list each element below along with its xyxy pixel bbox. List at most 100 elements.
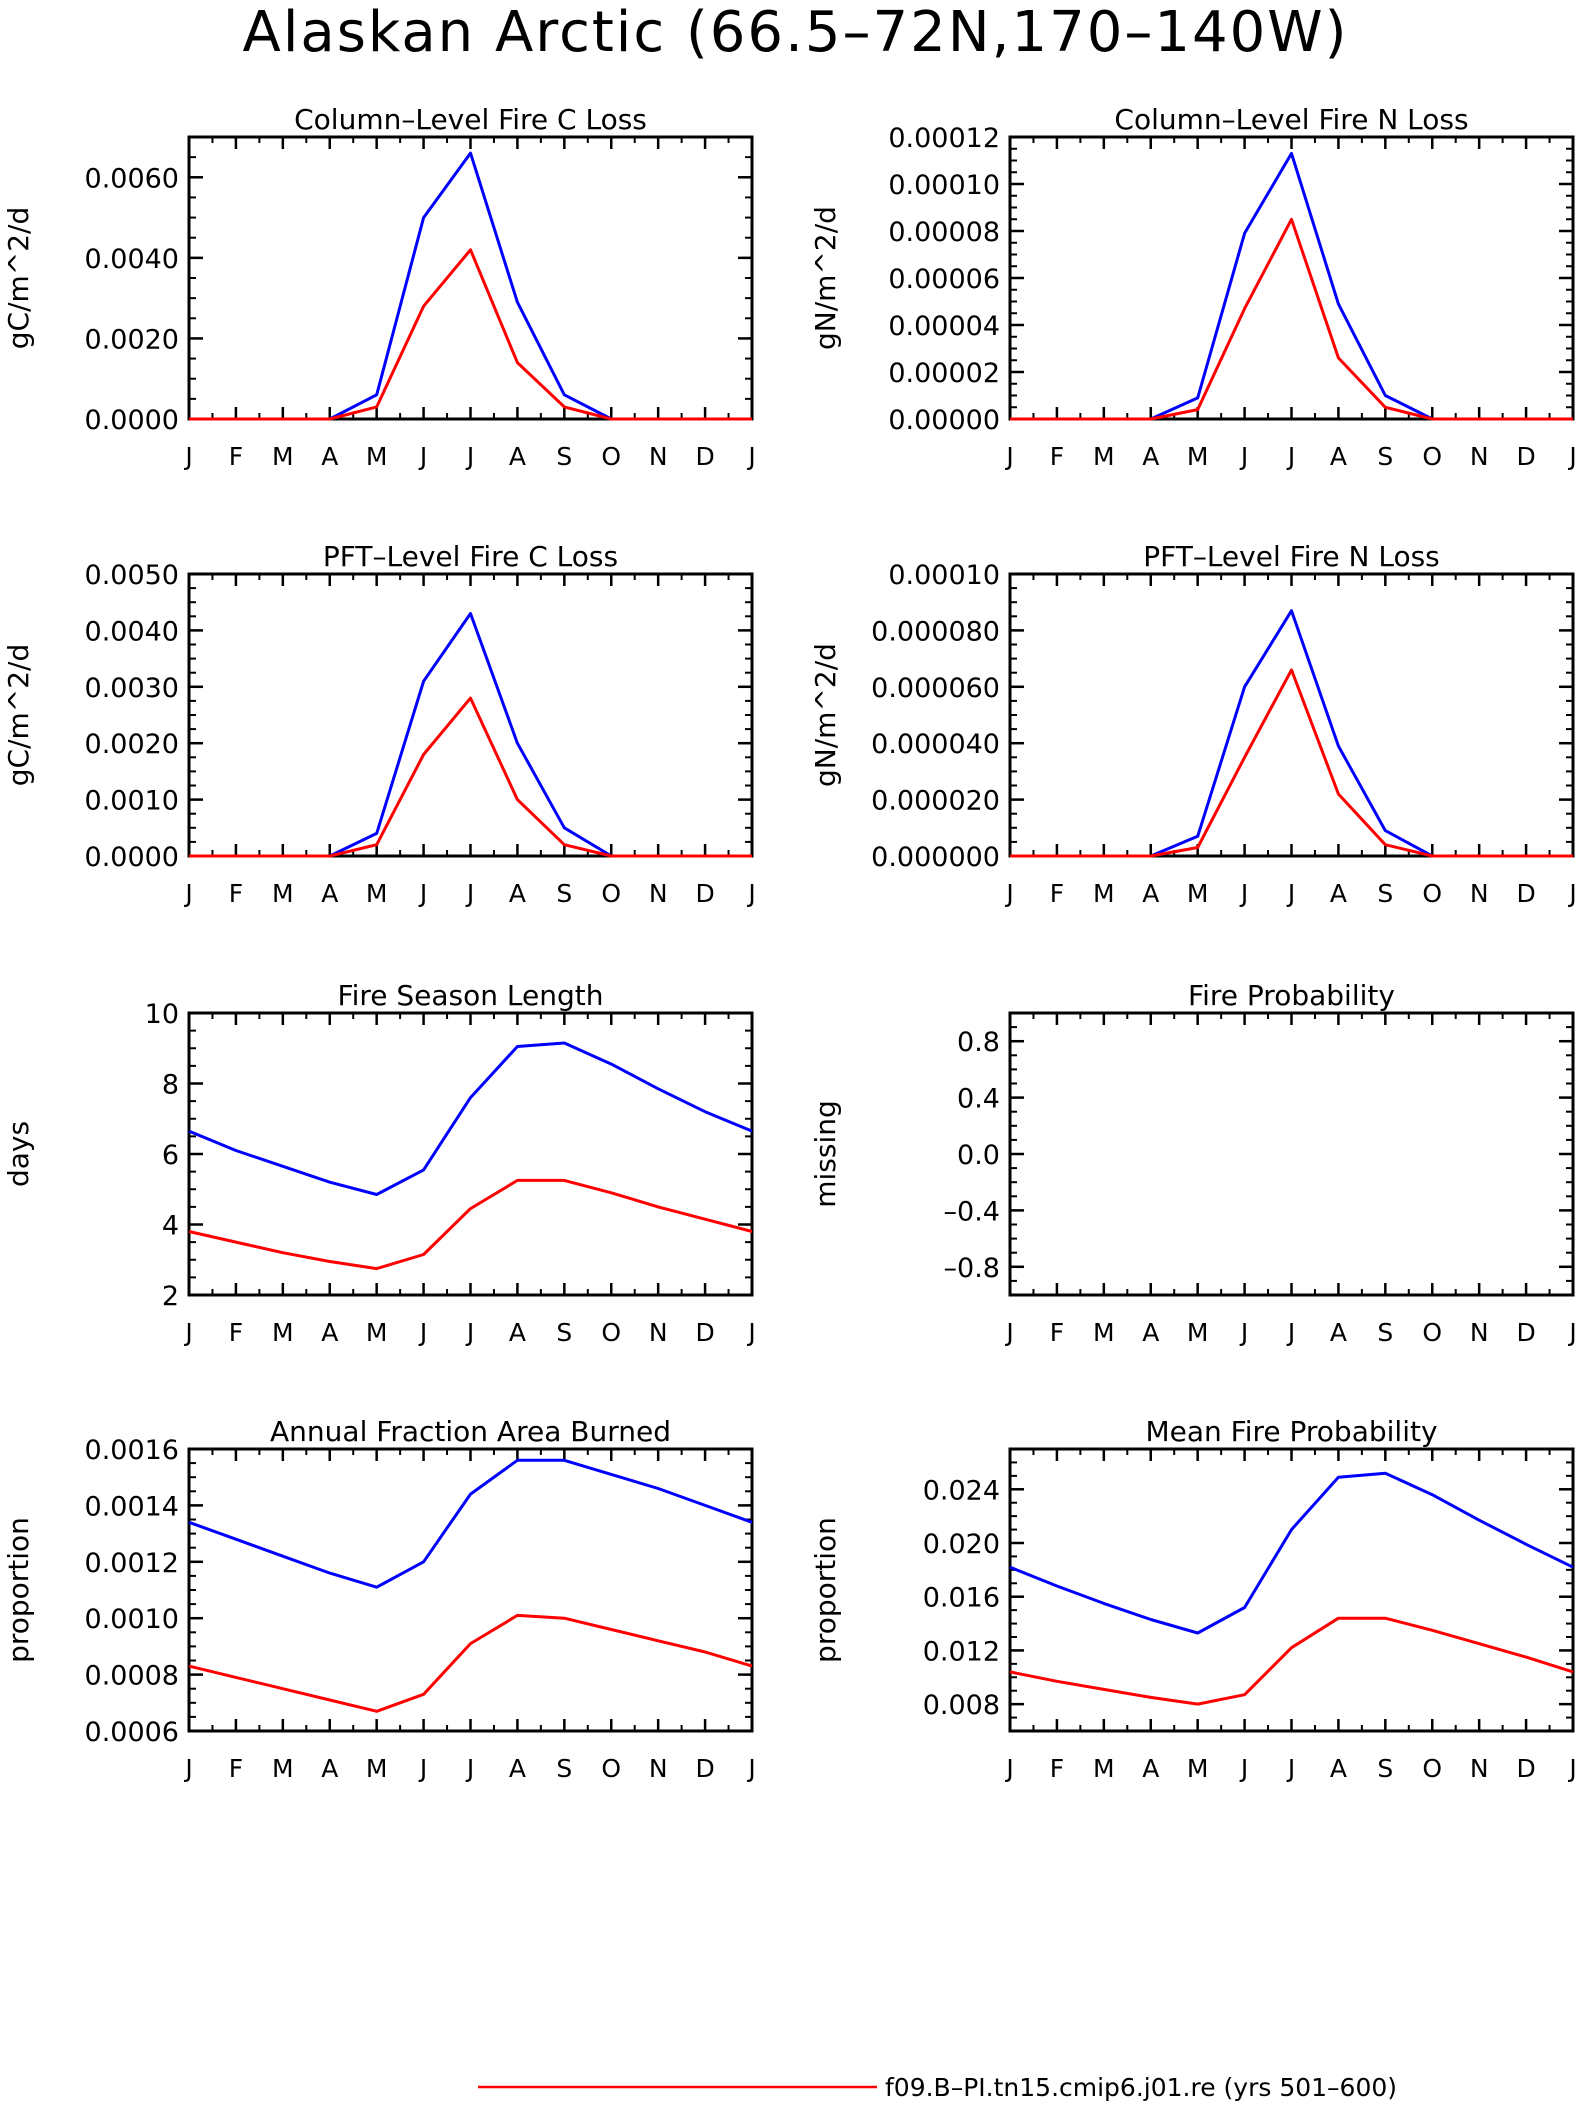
x-tick-label: S: [556, 1754, 572, 1783]
x-tick-label: A: [321, 1754, 338, 1783]
x-tick-label: J: [465, 1318, 474, 1347]
y-tick-label: 0.000000: [871, 842, 1000, 873]
plot-frame: [187, 1011, 754, 1297]
chart-panel-8: J F M A M J J A S O N D J0.0080.0120.0160.0200.024Me…: [809, 1415, 1577, 1783]
y-tick-label: 0.000040: [871, 729, 1000, 760]
x-tick-label: S: [556, 1318, 572, 1347]
x-tick-label: J: [1239, 879, 1248, 908]
y-axis-label: days: [2, 1121, 35, 1187]
x-tick-label: F: [229, 442, 243, 471]
x-tick-label: N: [649, 442, 668, 471]
x-tick-label: J: [1286, 879, 1295, 908]
x-tick-label: J: [465, 879, 474, 908]
x-tick-label: N: [1470, 1318, 1489, 1347]
x-tick-label: J: [183, 1318, 192, 1347]
chart-panel-4: J F M A M J J A S O N D J0.0000000.0000200.0000400.0…: [809, 540, 1577, 908]
legend: f09.B–PI.tn15.cmip6.j01.re (yrs 501–600): [478, 2073, 1397, 2102]
x-tick-label: J: [465, 442, 474, 471]
chart-panel-3: J F M A M J J A S O N D J0.00000.00100.00200.00300.0…: [2, 540, 756, 908]
y-axis-label: gN/m^2/d: [809, 643, 842, 787]
x-tick-label: D: [695, 1318, 714, 1347]
x-tick-label: M: [1187, 1318, 1209, 1347]
x-tick-label: A: [1330, 1318, 1347, 1347]
x-tick-label: F: [229, 879, 243, 908]
x-tick-label: J: [1286, 442, 1295, 471]
y-tick-label: 0.0040: [85, 244, 179, 275]
y-tick-label: 6: [162, 1140, 179, 1171]
x-tick-label: J: [1239, 1318, 1248, 1347]
y-tick-label: 0.016: [923, 1583, 1000, 1614]
x-tick-label: O: [601, 879, 621, 908]
y-tick-label: 0.000020: [871, 786, 1000, 817]
series-line-1: [189, 151, 752, 421]
x-tick-label: A: [321, 442, 338, 471]
plot-frame: [1008, 572, 1575, 858]
y-tick-label: 0.0016: [85, 1435, 179, 1466]
y-tick-label: 0.0010: [85, 1604, 179, 1635]
y-tick-label: 0.0010: [85, 786, 179, 817]
series-line-2: [1010, 668, 1573, 858]
chart-title: PFT–Level Fire N Loss: [1143, 540, 1440, 573]
x-tick-label: M: [1093, 442, 1115, 471]
x-tick-label: D: [695, 879, 714, 908]
series-line-1: [188, 1458, 753, 1589]
chart-title: PFT–Level Fire C Loss: [323, 540, 618, 573]
x-tick-label: M: [1187, 442, 1209, 471]
series-line-1: [1010, 151, 1573, 421]
y-tick-label: 0.00008: [888, 217, 1000, 248]
y-tick-label: 0.00010: [888, 170, 1000, 201]
x-tick-label: A: [509, 1318, 526, 1347]
x-tick-label: S: [556, 879, 572, 908]
x-tick-label: M: [272, 1318, 294, 1347]
legend-label: f09.B–PI.tn15.cmip6.j01.re (yrs 501–600): [885, 2073, 1397, 2102]
x-tick-label: J: [746, 1318, 755, 1347]
figure-title: Alaskan Arctic (66.5–72N,170–140W): [242, 0, 1349, 65]
x-tick-label: F: [1050, 1318, 1064, 1347]
y-axis-label: gN/m^2/d: [809, 206, 842, 350]
x-tick-label: O: [1422, 1318, 1442, 1347]
y-tick-label: 0.0000: [85, 405, 179, 436]
x-tick-label: A: [509, 442, 526, 471]
x-tick-label: M: [272, 1754, 294, 1783]
x-tick-label: F: [1050, 442, 1064, 471]
chart-panel-1: J F M A M J J A S O N D J0.00000.00200.00400.0060Col…: [2, 103, 756, 471]
y-axis-label: gC/m^2/d: [2, 207, 35, 350]
x-tick-label: F: [229, 1318, 243, 1347]
x-tick-label: J: [1239, 1754, 1248, 1783]
x-tick-label: J: [418, 879, 427, 908]
y-tick-label: 0.024: [923, 1475, 1000, 1506]
x-tick-label: J: [418, 1754, 427, 1783]
x-tick-label: J: [183, 879, 192, 908]
y-tick-label: 0.0008: [85, 1661, 179, 1692]
chart-title: Fire Probability: [1188, 979, 1395, 1012]
x-tick-label: J: [183, 1754, 192, 1783]
y-tick-label: 0.0000: [85, 842, 179, 873]
series-line-2: [189, 696, 752, 858]
x-tick-label: M: [1093, 879, 1115, 908]
series-line-1: [1010, 609, 1573, 858]
y-tick-label: 0.00004: [888, 311, 1000, 342]
x-tick-label: J: [418, 442, 427, 471]
x-tick-label: M: [1093, 1754, 1115, 1783]
x-tick-label: A: [321, 1318, 338, 1347]
y-tick-label: 0.0: [957, 1140, 1000, 1171]
chart-title: Column–Level Fire C Loss: [294, 103, 647, 136]
x-tick-label: O: [1422, 1754, 1442, 1783]
y-tick-label: 0.0012: [85, 1548, 179, 1579]
x-tick-label: A: [321, 879, 338, 908]
x-tick-label: J: [1239, 442, 1248, 471]
y-axis-label: missing: [809, 1100, 842, 1208]
plot-frame: [1008, 1011, 1575, 1297]
x-tick-label: J: [1567, 879, 1576, 908]
series-line-1: [189, 612, 752, 858]
x-tick-label: M: [1187, 1754, 1209, 1783]
x-tick-label: M: [366, 442, 388, 471]
chart-title: Fire Season Length: [338, 979, 604, 1012]
x-tick-label: J: [1567, 442, 1576, 471]
y-tick-label: –0.4: [944, 1196, 1000, 1227]
x-tick-label: O: [601, 1754, 621, 1783]
y-tick-label: 0.00006: [888, 264, 1000, 295]
y-tick-label: 0.020: [923, 1529, 1000, 1560]
x-tick-label: J: [465, 1754, 474, 1783]
